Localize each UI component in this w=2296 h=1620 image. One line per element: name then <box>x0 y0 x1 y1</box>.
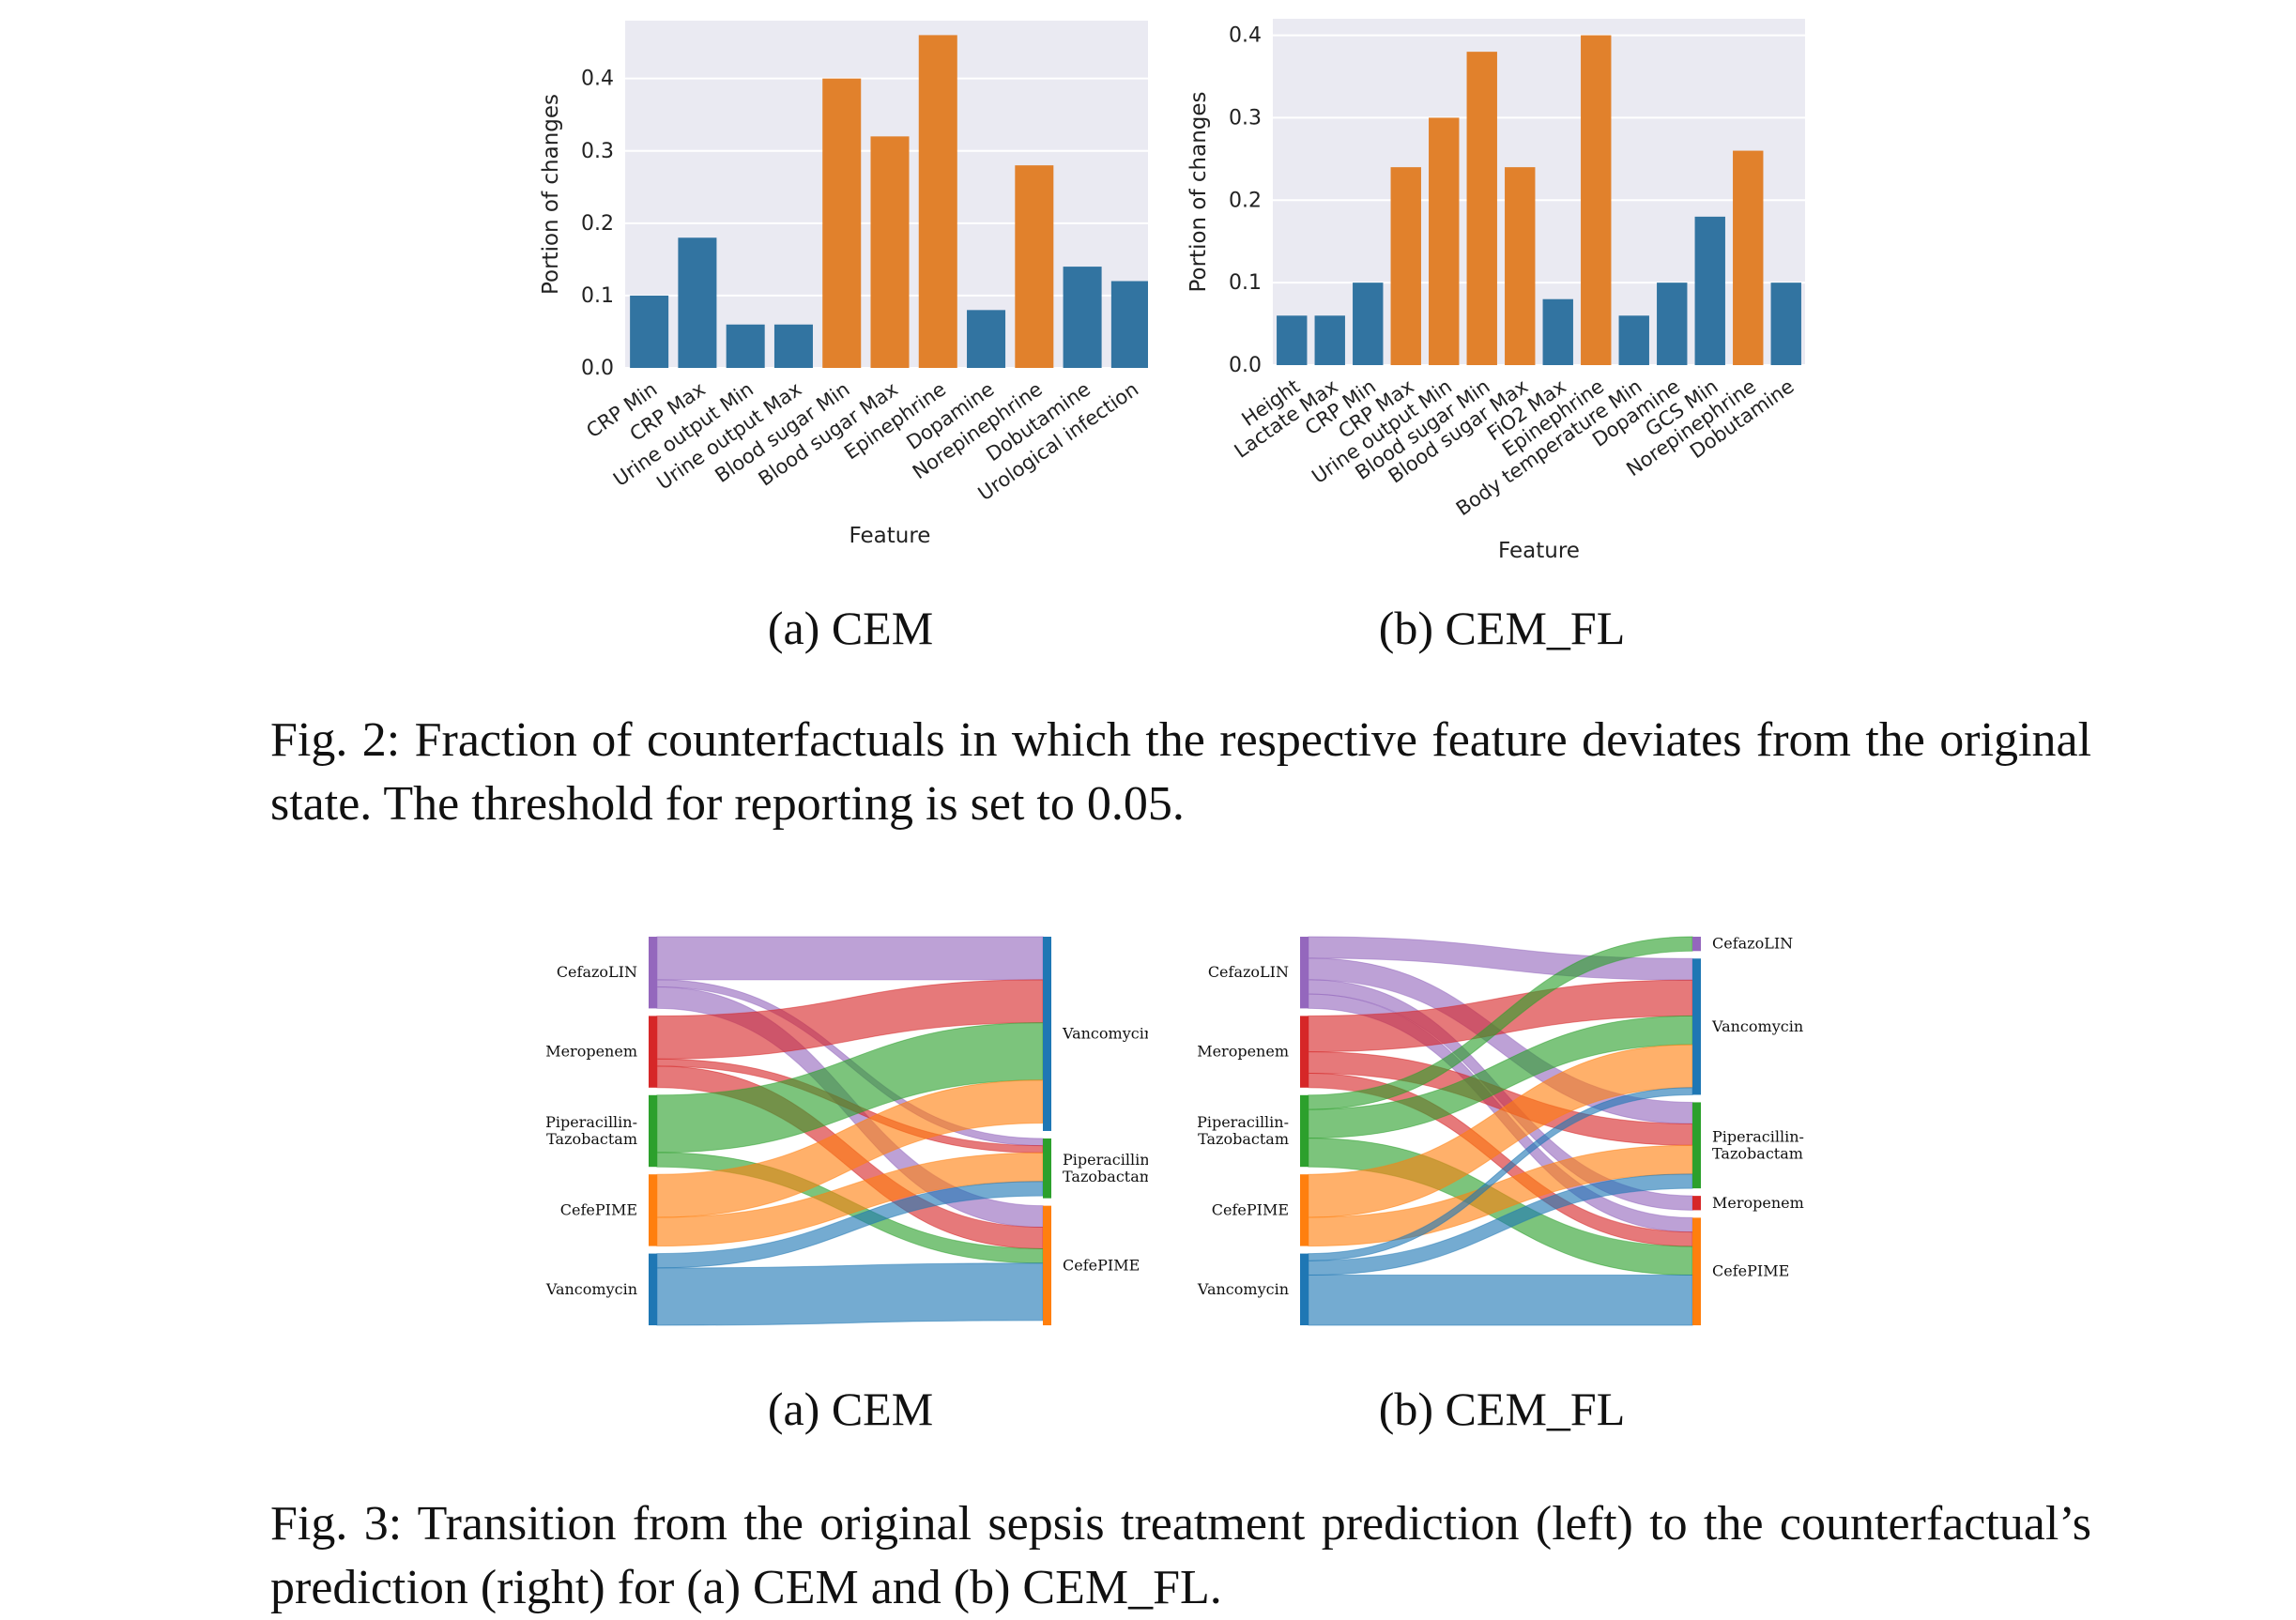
sankey-node <box>649 1174 657 1246</box>
caption-label: Fig. 2: <box>270 713 401 767</box>
bar <box>1353 283 1384 365</box>
sankey-node <box>1692 1196 1701 1211</box>
node-label: Vancomycin <box>1711 1017 1803 1035</box>
node-label: CefePIME <box>560 1200 637 1218</box>
node-label: Meropenem <box>545 1043 637 1061</box>
subcaption-cem-fl: (b) CEM_FL <box>1378 1383 1626 1435</box>
figure-3: CefazoLIN Meropenem Piperacillin-Tazobacta… <box>0 901 2296 1435</box>
caption-label: Fig. 3: <box>270 1497 403 1551</box>
bar <box>726 324 765 368</box>
subcaption-cem-fl: (b) CEM_FL <box>1378 602 1626 654</box>
node-label: Meropenem <box>1712 1194 1804 1212</box>
y-axis-label: Portion of changes <box>539 94 563 295</box>
x-axis-label: Feature <box>1498 539 1580 563</box>
flow <box>1308 1275 1693 1326</box>
sankey-node <box>1692 1102 1701 1189</box>
sankey-cem: CefazoLIN Meropenem Piperacillin-Tazobacta… <box>545 936 1148 1326</box>
y-tick-label: 0.3 <box>1229 106 1262 130</box>
bar <box>630 295 669 368</box>
node-label: CefazoLIN <box>1208 963 1289 981</box>
figure-2: 0.0 0.1 0.2 0.3 0.4 CRP Min CRP Max Urine outpu… <box>0 0 2296 676</box>
sankey-node <box>1300 1174 1309 1246</box>
bar <box>1015 165 1054 368</box>
y-axis-label: Portion of changes <box>1186 91 1211 292</box>
sankey-cem-fl: CefazoLIN Meropenem Piperacillin-Tazobacta… <box>1197 935 1804 1326</box>
sankey-node <box>1300 1094 1309 1168</box>
sankey-node <box>1692 958 1701 1095</box>
x-axis-label: Feature <box>850 524 931 548</box>
node-label: CefazoLIN <box>1712 935 1793 953</box>
sankey-node <box>1043 1205 1051 1325</box>
sankey-node <box>649 937 657 1009</box>
bar <box>1618 315 1649 365</box>
node-label: CefePIME <box>1712 1262 1789 1280</box>
caption-text: Transition from the original sepsis trea… <box>270 1497 2091 1614</box>
bar <box>1733 150 1764 365</box>
node-label: CefePIME <box>1063 1256 1140 1274</box>
sankey-node <box>1043 937 1051 1131</box>
sankey-node <box>1692 937 1701 952</box>
sankey-node <box>649 1253 657 1325</box>
bar <box>1694 216 1725 365</box>
caption-text: Fraction of counterfactuals in which the… <box>270 713 2092 831</box>
bar <box>1277 315 1308 365</box>
sankey-node <box>1300 937 1309 1009</box>
subcaption-cem: (a) CEM <box>767 602 934 654</box>
bar <box>967 310 1006 368</box>
bar <box>1466 52 1497 366</box>
node-label: Piperacillin-Tazobactam <box>545 1113 637 1148</box>
sankey-node <box>1300 1253 1309 1325</box>
y-tick-label: 0.3 <box>581 140 614 163</box>
node-label: CefazoLIN <box>557 963 637 981</box>
bar <box>1770 283 1801 365</box>
bar <box>1505 167 1536 365</box>
sankey-node <box>649 1016 657 1088</box>
flow <box>1308 936 1693 1110</box>
node-label: Vancomycin <box>1197 1280 1289 1298</box>
y-tick-label: 0.0 <box>1229 354 1262 377</box>
subcaption-cem: (a) CEM <box>767 1383 934 1435</box>
sankey-node <box>1300 1016 1309 1088</box>
bar <box>678 237 717 368</box>
node-label: CefePIME <box>1212 1200 1289 1218</box>
y-tick-label: 0.2 <box>1229 189 1262 212</box>
flow <box>656 1262 1044 1326</box>
bar <box>1581 35 1612 365</box>
y-tick-label: 0.1 <box>581 284 614 308</box>
y-tick-label: 0.4 <box>581 68 614 91</box>
node-label: Meropenem <box>1197 1043 1289 1061</box>
sankey-node <box>649 1094 657 1168</box>
bar <box>822 78 862 369</box>
sankey-node <box>1692 1217 1701 1325</box>
node-label: Vancomycin <box>1062 1024 1148 1042</box>
y-tick-label: 0.0 <box>581 357 614 380</box>
bar <box>1063 267 1102 368</box>
figure-3-caption: Fig. 3: Transition from the original sep… <box>270 1492 2091 1620</box>
figure-2-caption: Fig. 2: Fraction of counterfactuals in w… <box>270 709 2091 836</box>
y-tick-label: 0.1 <box>1229 271 1262 295</box>
bar <box>1542 298 1573 365</box>
bar <box>1314 315 1345 365</box>
y-tick-label: 0.2 <box>581 212 614 236</box>
bar <box>1657 283 1688 365</box>
flow <box>656 936 1044 981</box>
bar <box>773 324 813 368</box>
sankey-node <box>1043 1138 1051 1199</box>
y-tick-label: 0.4 <box>1229 24 1262 48</box>
bar <box>1390 167 1421 365</box>
node-label: Piperacillin-Tazobactam <box>1197 1113 1289 1148</box>
node-label: Piperacillin-Tazobactam <box>1712 1127 1804 1162</box>
bar <box>1110 281 1148 368</box>
node-label: Piperacillin-Tazobactam <box>1063 1151 1148 1185</box>
bar <box>1429 117 1460 365</box>
node-label: Vancomycin <box>545 1280 637 1298</box>
bar <box>918 35 957 369</box>
bar <box>870 136 910 368</box>
